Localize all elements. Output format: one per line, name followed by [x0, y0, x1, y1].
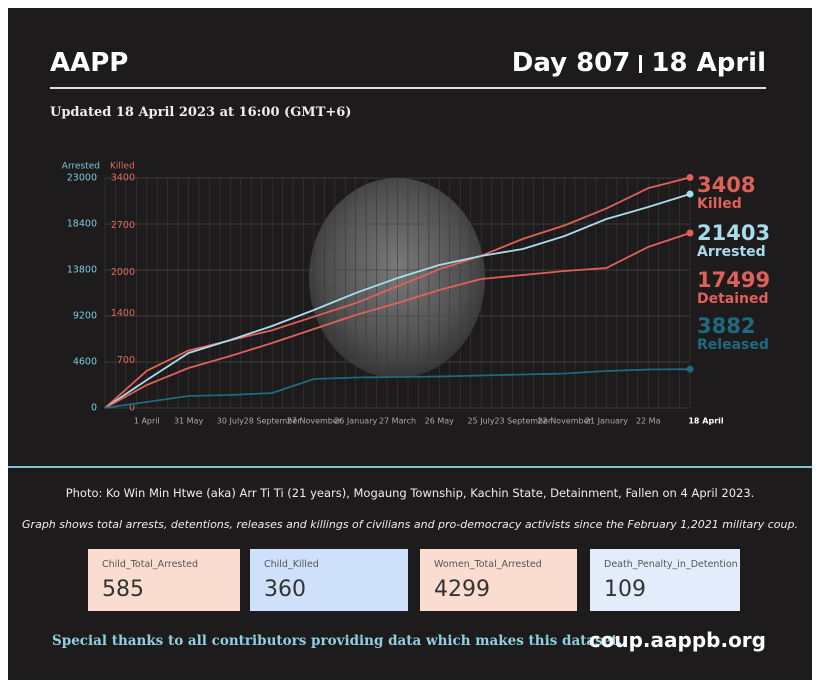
x-tick-label: 1 April — [134, 417, 160, 426]
stat-card: Child_Total_Arrested 585 — [88, 549, 240, 611]
x-tick-label: 23 September — [494, 417, 552, 426]
graph-caption: Graph shows total arrests, detentions, r… — [22, 518, 798, 531]
end-name: Detained — [697, 291, 769, 307]
y-tick-label: 4600 — [73, 357, 97, 368]
series-line — [104, 368, 691, 409]
x-tick-label: 22 November — [537, 417, 592, 426]
stat-card: Death_Penalty_in_Detention 109 — [590, 549, 740, 611]
stat-card: Women_Total_Arrested 4299 — [420, 549, 577, 611]
end-marker — [686, 365, 694, 373]
x-tick-label: 21 January — [585, 417, 628, 426]
y-tick-label: 13800 — [67, 265, 97, 276]
end-value: 21403 — [697, 221, 770, 245]
y2-tick-label: 2700 — [111, 220, 135, 231]
y2-tick-label: 1400 — [111, 308, 135, 319]
end-value: 3408 — [697, 173, 755, 197]
x-tick-label: 28 September — [244, 417, 302, 426]
y-tick-label: 0 — [91, 403, 97, 414]
x-tick-label: 18 April — [688, 417, 724, 426]
card-label: Child_Total_Arrested — [102, 559, 198, 570]
end-name: Released — [697, 337, 769, 353]
date: 18 April — [651, 48, 766, 78]
day-date: Day 807 18 April — [512, 48, 766, 78]
card-value: 360 — [264, 577, 306, 602]
url: coup.aappb.org — [588, 628, 766, 652]
updated: Updated 18 April 2023 at 16:00 (GMT+6) — [50, 105, 352, 120]
series-line — [104, 193, 691, 409]
end-name: Killed — [697, 196, 742, 212]
y-tick-label: 18400 — [67, 219, 97, 230]
y-axis-title: Arrested — [62, 162, 100, 172]
y-tick-label: 9200 — [73, 311, 97, 322]
day: Day 807 — [511, 48, 631, 78]
end-value: 17499 — [697, 268, 770, 292]
card-value: 4299 — [434, 577, 490, 602]
card-label: Death_Penalty_in_Detention — [604, 559, 738, 570]
end-name: Arrested — [697, 244, 766, 260]
title: AAPP — [50, 48, 129, 78]
card-label: Child_Killed — [264, 559, 319, 570]
end-value: 3882 — [697, 314, 755, 338]
end-marker — [686, 173, 694, 181]
photo-caption: Photo: Ko Win Min Htwe (aka) Arr Ti Ti (… — [65, 486, 755, 500]
header: AAPP Day 807 18 April — [50, 48, 766, 78]
header-rule — [50, 87, 766, 89]
card-label: Women_Total_Arrested — [434, 559, 542, 570]
series-line — [104, 176, 691, 409]
x-tick-label: 22 Ma — [636, 417, 661, 426]
x-tick-label: 27 November — [287, 417, 342, 426]
y2-tick-label: 2000 — [111, 267, 135, 278]
x-tick-label: 27 March — [379, 417, 416, 426]
y2-tick-label: 700 — [117, 355, 135, 366]
card-value: 109 — [604, 577, 646, 602]
y2-axis-title: Killed — [110, 162, 135, 172]
chart: Arrested Killed 0 4600 9200 13800 18400 23000 0 7… — [8, 162, 812, 468]
y2-tick-label: 0 — [129, 403, 135, 414]
stat-card: Child_Killed 360 — [250, 549, 408, 611]
y2-tick-label: 3400 — [111, 173, 135, 184]
thanks: Special thanks to all contributors provi… — [52, 633, 623, 649]
x-tick-label: 25 July — [468, 417, 495, 426]
end-marker — [686, 190, 694, 198]
x-tick-label: 26 January — [334, 417, 377, 426]
x-tick-label: 30 July — [217, 417, 244, 426]
infographic: AAPP Day 807 18 April Updated 18 April 20… — [8, 8, 812, 680]
x-tick-label: 26 May — [425, 417, 455, 426]
separator — [639, 54, 643, 73]
card-value: 585 — [102, 577, 144, 602]
x-tick-label: 31 May — [174, 417, 204, 426]
end-marker — [686, 229, 694, 237]
y-tick-label: 23000 — [67, 173, 97, 184]
series-line — [104, 232, 691, 409]
